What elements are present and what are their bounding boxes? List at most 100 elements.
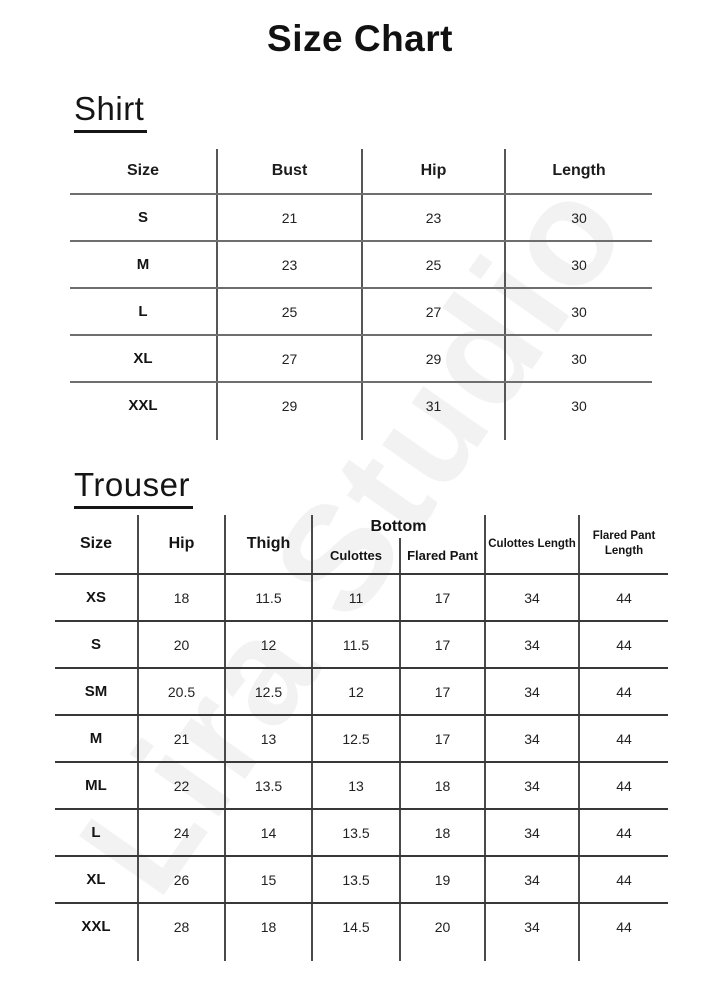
trouser-row-label: ML — [55, 762, 138, 810]
trouser-cell: 11 — [311, 574, 400, 622]
trouser-cell: 22 — [137, 762, 225, 810]
trouser-cell: 44 — [578, 856, 669, 904]
shirt-cell: 21 — [216, 194, 362, 242]
trouser-cell: 44 — [578, 715, 669, 763]
shirt-header-row: Size Bust Hip Length — [70, 149, 652, 195]
trouser-cell: 13.5 — [224, 762, 312, 810]
trouser-cell: 24 — [137, 809, 225, 857]
trouser-size-table: Size Hip Thigh Bottom Culottes Length Fl… — [55, 515, 669, 961]
trouser-cell: 17 — [398, 574, 486, 622]
trouser-cell: 12.5 — [311, 715, 400, 763]
shirt-row-label: S — [70, 194, 217, 242]
table-row: SM 20.5 12.5 12 17 34 44 — [55, 668, 669, 716]
trouser-row-label: S — [55, 621, 138, 669]
trouser-col-header-culottes: Culottes — [311, 538, 400, 575]
trouser-cell: 17 — [398, 668, 486, 716]
shirt-row-label: M — [70, 241, 217, 289]
trouser-cell: 12.5 — [224, 668, 312, 716]
shirt-cell: 29 — [216, 382, 362, 428]
shirt-row-label: XL — [70, 335, 217, 383]
shirt-cell: 30 — [504, 241, 652, 289]
shirt-cell: 27 — [361, 288, 505, 336]
shirt-row-label: XXL — [128, 397, 158, 414]
trouser-cell: 44 — [578, 903, 669, 949]
trouser-group-header-bottom: Bottom — [310, 515, 486, 538]
trouser-header-row-sub: Culottes Flared Pant — [55, 538, 668, 575]
trouser-cell: 18 — [398, 762, 486, 810]
trouser-section: Trouser Size Hip Thigh Bottom Culottes L… — [0, 466, 720, 961]
trouser-cell: 44 — [578, 809, 669, 857]
trouser-col-header-flared-pant-length: Flared Pant Length — [578, 515, 669, 575]
shirt-col-header-hip: Hip — [361, 149, 505, 195]
shirt-cell: 31 — [361, 382, 505, 428]
trouser-heading-text: Trouser — [74, 466, 193, 509]
shirt-cell: 30 — [504, 335, 652, 383]
shirt-size-table: Size Bust Hip Length S 21 23 30 M — [70, 149, 652, 440]
page-content: Size Chart Shirt Size Bust Hip Length — [0, 18, 720, 961]
shirt-cell: 27 — [216, 335, 362, 383]
trouser-row-label: M — [55, 715, 138, 763]
shirt-section-heading: Shirt — [74, 90, 720, 133]
trouser-row-label: XL — [55, 856, 138, 904]
trouser-cell: 34 — [484, 856, 580, 904]
trouser-cell: 34 — [484, 762, 580, 810]
trouser-cell: 17 — [398, 715, 486, 763]
table-row: S 20 12 11.5 17 34 44 — [55, 621, 669, 669]
trouser-cell: 28 — [137, 903, 225, 949]
shirt-section: Shirt Size Bust Hip Length S — [0, 90, 720, 440]
shirt-col-header-size: Size — [70, 149, 217, 195]
table-border-overhang — [70, 428, 652, 440]
trouser-cell: 26 — [137, 856, 225, 904]
trouser-cell: 20 — [137, 621, 225, 669]
trouser-col-header-hip: Hip — [137, 515, 225, 575]
shirt-col-header-length: Length — [504, 149, 652, 195]
shirt-cell: 30 — [504, 382, 652, 428]
trouser-cell: 14.5 — [311, 903, 400, 949]
page-title: Size Chart — [267, 18, 453, 59]
shirt-cell: 30 — [504, 194, 652, 242]
trouser-section-heading: Trouser — [74, 466, 720, 509]
trouser-cell: 20.5 — [137, 668, 225, 716]
table-row: XS 18 11.5 11 17 34 44 — [55, 574, 669, 622]
trouser-cell: 18 — [398, 809, 486, 857]
trouser-cell: 11.5 — [311, 621, 400, 669]
trouser-cell: 34 — [484, 668, 580, 716]
trouser-cell: 18 — [224, 903, 312, 949]
trouser-cell: 34 — [484, 715, 580, 763]
shirt-col-header-bust: Bust — [216, 149, 362, 195]
trouser-cell: 19 — [398, 856, 486, 904]
trouser-cell: 34 — [484, 809, 580, 857]
trouser-cell: 34 — [484, 574, 580, 622]
trouser-cell: 20 — [398, 903, 486, 949]
trouser-cell: 34 — [484, 903, 580, 949]
trouser-col-header-size: Size — [55, 515, 138, 575]
table-row: M 23 25 30 — [70, 241, 652, 289]
table-row: XL 26 15 13.5 19 34 44 — [55, 856, 669, 904]
trouser-row-label: L — [55, 809, 138, 857]
trouser-cell: 13.5 — [311, 809, 400, 857]
table-row: L 24 14 13.5 18 34 44 — [55, 809, 669, 857]
trouser-cell: 44 — [578, 668, 669, 716]
shirt-heading-text: Shirt — [74, 90, 148, 133]
trouser-cell: 44 — [578, 621, 669, 669]
trouser-col-header-culottes-length: Culottes Length — [484, 515, 580, 575]
trouser-cell: 13 — [311, 762, 400, 810]
table-row: XXL 28 18 14.5 20 34 44 — [55, 903, 669, 949]
trouser-cell: 11.5 — [224, 574, 312, 622]
trouser-cell: 13.5 — [311, 856, 400, 904]
trouser-col-header-thigh: Thigh — [224, 515, 312, 575]
shirt-row-label: L — [70, 288, 217, 336]
shirt-cell: 23 — [216, 241, 362, 289]
trouser-cell: 18 — [137, 574, 225, 622]
trouser-cell: 12 — [311, 668, 400, 716]
trouser-col-header-flared-pant: Flared Pant — [398, 538, 486, 575]
table-row: L 25 27 30 — [70, 288, 652, 336]
table-row: S 21 23 30 — [70, 194, 652, 242]
shirt-cell: 25 — [361, 241, 505, 289]
trouser-row-label: SM — [55, 668, 138, 716]
shirt-cell: 30 — [504, 288, 652, 336]
table-row: XL 27 29 30 — [70, 335, 652, 383]
shirt-cell: 25 — [216, 288, 362, 336]
trouser-cell: 12 — [224, 621, 312, 669]
